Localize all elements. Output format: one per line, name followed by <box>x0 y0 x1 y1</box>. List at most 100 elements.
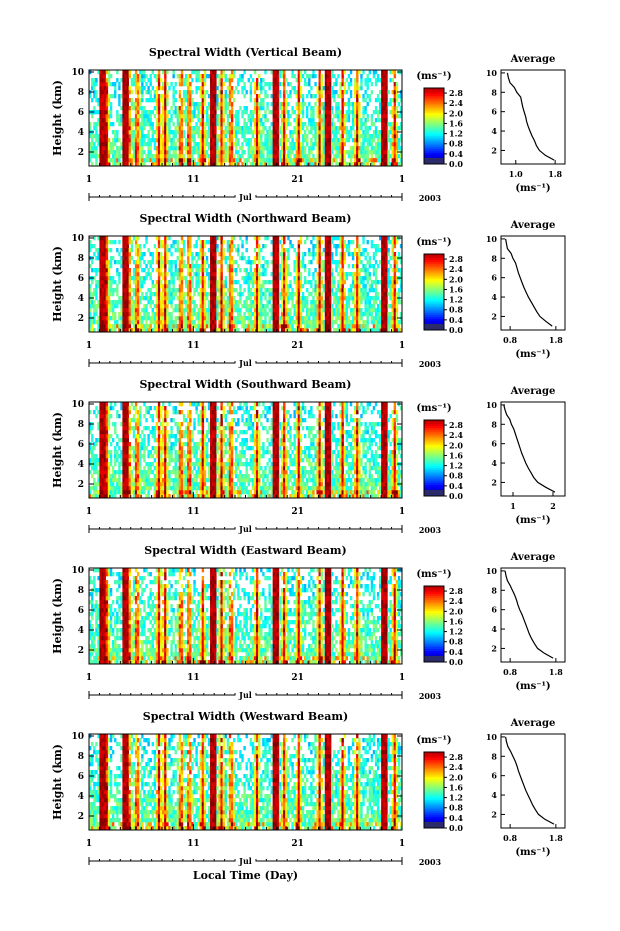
heatmap-cell <box>314 82 317 87</box>
heatmap-cell <box>111 122 115 127</box>
heatmap-cell <box>370 118 374 123</box>
heatmap-cell <box>268 146 271 151</box>
heatmap-cell <box>159 158 163 163</box>
heatmap-cell <box>116 70 119 75</box>
heatmap-cell <box>295 280 298 285</box>
heatmap-cell <box>166 110 169 115</box>
heatmap-cell <box>197 264 200 269</box>
heatmap-cell <box>293 328 296 333</box>
heatmap-cell <box>287 288 290 293</box>
heatmap-cell <box>122 328 125 333</box>
heatmap-cell <box>189 122 192 127</box>
heatmap-cell <box>381 122 384 127</box>
heatmap-cell <box>387 130 390 135</box>
heatmap-cell <box>222 296 225 301</box>
heatmap-cell <box>274 308 278 313</box>
heatmap-cell <box>93 122 96 127</box>
heatmap-cell <box>111 316 115 321</box>
heatmap-cell <box>143 260 146 265</box>
heatmap-cell <box>280 110 284 115</box>
heatmap-cell <box>134 316 138 321</box>
heatmap-cell <box>199 162 202 167</box>
heatmap-cell <box>178 110 182 115</box>
heatmap-cell <box>97 142 100 147</box>
heatmap-cell <box>105 126 109 131</box>
heatmap-cell <box>201 106 205 111</box>
heatmap-cell <box>264 288 267 293</box>
heatmap-cell <box>149 138 152 143</box>
heatmap-cell <box>297 78 301 83</box>
heatmap-cell <box>199 142 202 147</box>
heatmap-cell <box>370 162 374 167</box>
colorbar-swatch <box>424 141 444 144</box>
heatmap-cell <box>191 70 194 75</box>
heatmap-cell <box>383 122 386 127</box>
heatmap-cell <box>205 134 209 139</box>
heatmap-cell <box>245 158 248 163</box>
heatmap-cell <box>381 102 384 107</box>
heatmap-cell <box>324 268 328 273</box>
heatmap-cell <box>205 118 209 123</box>
heatmap-cell <box>299 236 303 241</box>
colorbar-frame <box>423 87 445 165</box>
heatmap-cell <box>220 118 223 123</box>
heatmap-cell <box>149 260 152 265</box>
heatmap-cell <box>303 276 307 281</box>
heatmap-cell <box>166 142 169 147</box>
heatmap-cell <box>207 292 211 297</box>
heatmap-cell <box>316 98 319 103</box>
heatmap-cell <box>283 102 286 107</box>
heatmap-cell <box>153 74 157 79</box>
heatmap-cell <box>280 260 284 265</box>
heatmap-cell <box>333 154 336 159</box>
heatmap-cell <box>134 236 138 241</box>
heatmap-cell <box>126 74 129 79</box>
heatmap-cell <box>176 146 180 151</box>
heatmap-cell <box>136 102 140 107</box>
heatmap-cell <box>101 324 104 329</box>
heatmap-cell <box>170 304 173 309</box>
heatmap-cell <box>326 288 330 293</box>
heatmap-cell <box>333 90 336 95</box>
heatmap-cell <box>101 126 104 131</box>
heatmap-cell <box>201 304 205 309</box>
heatmap-cell <box>255 154 259 159</box>
heatmap-cell <box>243 94 246 99</box>
heatmap-cell <box>312 154 315 159</box>
heatmap-cell <box>212 316 215 321</box>
heatmap-cell <box>232 296 236 301</box>
heatmap-cell <box>184 276 188 281</box>
heatmap-cell <box>122 272 125 277</box>
heatmap-cell <box>312 162 315 167</box>
heatmap-cell <box>216 162 219 167</box>
heatmap-cell <box>132 280 136 285</box>
heatmap-cell <box>356 102 359 107</box>
colorbar-swatch <box>424 158 444 164</box>
heatmap-cell <box>139 150 142 155</box>
heatmap-cell <box>159 296 163 301</box>
heatmap-cell <box>262 150 265 155</box>
heatmap-cell <box>335 102 338 107</box>
heatmap-cell <box>101 110 104 115</box>
heatmap-cell <box>356 256 359 261</box>
heatmap-cell <box>260 328 263 333</box>
heatmap-cell <box>272 240 276 245</box>
heatmap-cell <box>122 90 125 95</box>
heatmap-cell <box>170 114 173 119</box>
heatmap-cell <box>226 320 230 325</box>
heatmap-cell <box>258 248 261 253</box>
heatmap-cell <box>134 280 138 285</box>
heatmap-cell <box>295 312 298 317</box>
heatmap-cell <box>122 312 125 317</box>
heatmap-cell <box>245 304 248 309</box>
heatmap-cell <box>134 118 138 123</box>
heatmap-cell <box>214 82 217 87</box>
heatmap-cell <box>145 158 148 163</box>
heatmap-cell <box>95 122 98 127</box>
heatmap-cell <box>274 248 278 253</box>
heatmap-cell <box>241 150 244 155</box>
heatmap-cell <box>95 280 98 285</box>
heatmap-cell <box>132 260 136 265</box>
heatmap-cell <box>312 114 315 119</box>
heatmap-cell <box>306 308 309 313</box>
